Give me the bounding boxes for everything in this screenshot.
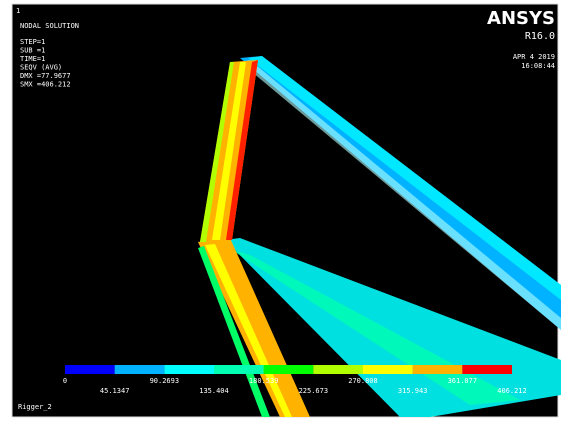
info-line: SMX =406.212 — [20, 81, 71, 89]
legend-swatch — [115, 365, 165, 374]
legend-label: 180.539 — [249, 377, 279, 385]
title: NODAL SOLUTION — [20, 22, 79, 30]
legend-label: 90.2693 — [150, 377, 180, 385]
legend-label: 315.943 — [398, 387, 428, 395]
legend-swatch — [313, 365, 363, 374]
model-name: Rigger_2 — [18, 403, 52, 411]
legend-label: 225.673 — [299, 387, 329, 395]
brand-name: ANSYS — [487, 8, 555, 29]
legend-label: 361.077 — [448, 377, 478, 385]
info-line: SEQV (AVG) — [20, 64, 62, 72]
legend-swatch — [164, 365, 214, 374]
window-number: 1 — [16, 7, 20, 15]
legend-swatch — [65, 365, 115, 374]
legend-swatch — [462, 365, 512, 374]
info-line: TIME=1 — [20, 55, 45, 63]
info-line: STEP=1 — [20, 38, 45, 46]
legend-swatch — [413, 365, 463, 374]
legend-label: 406.212 — [497, 387, 527, 395]
legend-swatch — [363, 365, 413, 374]
info-line: SUB =1 — [20, 47, 45, 55]
time: 16:08:44 — [521, 62, 555, 70]
legend-swatch — [264, 365, 314, 374]
legend-label: 0 — [63, 377, 67, 385]
legend-label: 270.808 — [348, 377, 378, 385]
info-line: DMX =77.9677 — [20, 72, 71, 80]
legend-label: 45.1347 — [100, 387, 130, 395]
legend-label: 135.404 — [199, 387, 229, 395]
date: APR 4 2019 — [513, 53, 555, 61]
viewport: 1 NODAL SOLUTION STEP=1SUB =1TIME=1SEQV … — [0, 0, 561, 423]
legend-swatch — [214, 365, 264, 374]
version: R16.0 — [525, 31, 555, 42]
page: 1 NODAL SOLUTION STEP=1SUB =1TIME=1SEQV … — [0, 0, 561, 423]
